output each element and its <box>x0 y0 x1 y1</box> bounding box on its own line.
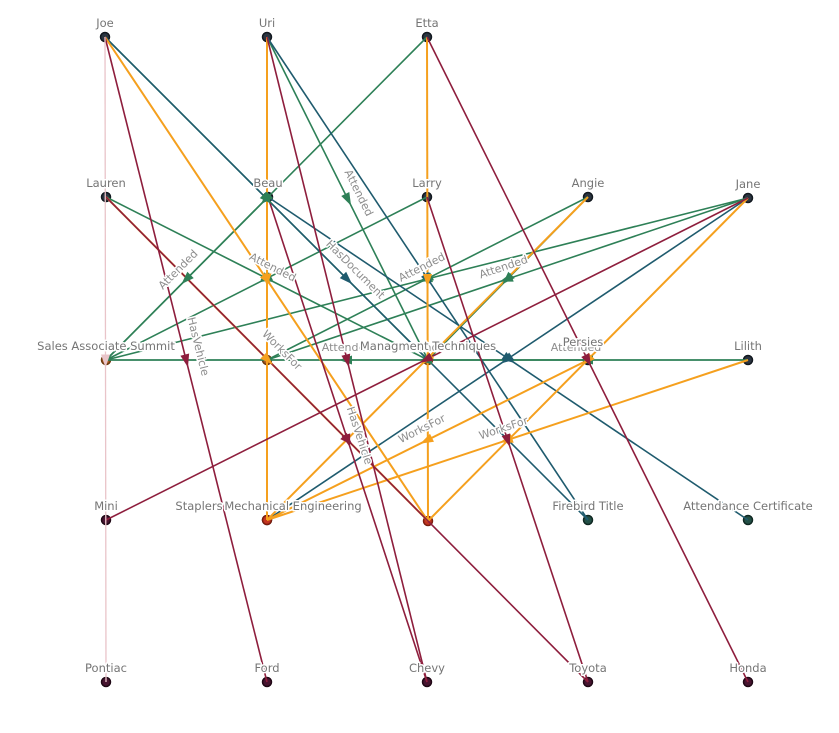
arrowhead-etta-redco <box>422 273 432 287</box>
arrowhead-etta-honda <box>581 353 592 367</box>
node-label-firebird: Firebird Title <box>552 499 623 513</box>
node-labels-layer: Joe Uri Etta Lauren Beau Larry Angie Jane Sales … <box>36 15 815 677</box>
node-label-persies: Persies <box>563 335 604 349</box>
node-label-honda: Honda <box>729 661 766 675</box>
arrowhead-larry-toyota <box>501 433 511 448</box>
arrowhead-persies-staplers <box>420 433 434 444</box>
arrowhead-jane-mecheng <box>500 352 515 364</box>
node-label-joe: Joe <box>95 16 114 30</box>
node-label-lauren: Lauren <box>86 176 126 190</box>
arrowhead-beau-sas <box>181 271 194 285</box>
arrowhead-uri-staplers <box>262 273 272 287</box>
arrowhead-uri-mt <box>341 192 352 206</box>
edge-label-joe-firebird: HasDocument <box>323 238 388 303</box>
node-label-lilith: Lilith <box>734 339 762 353</box>
node-label-sas: Sales Associate Summit <box>37 339 175 353</box>
edge-label-lilith-mt: Attended <box>551 341 601 354</box>
arrowhead-joe-ford <box>180 353 190 368</box>
node-label-staplers: Staplers <box>175 499 222 513</box>
arrowheads-layer <box>100 191 595 448</box>
node-label-uri: Uri <box>259 16 275 30</box>
arrowhead-lauren-redco <box>260 352 273 365</box>
arrowhead-joe-pontiac <box>100 354 110 368</box>
arrowhead-joe-mt <box>259 191 273 205</box>
node-label-pontiac: Pontiac <box>85 661 127 675</box>
node-label-toyota: Toyota <box>568 661 607 675</box>
node-label-mini: Mini <box>94 499 118 513</box>
node-label-beau: Beau <box>253 176 282 190</box>
node-label-jane: Jane <box>735 177 761 191</box>
node-label-mecheng: Mechanical Engineering <box>224 499 361 513</box>
arrowhead-jane-mini <box>419 352 434 363</box>
node-label-larry: Larry <box>412 176 442 190</box>
edge-label-persies-sas: Attended <box>322 341 372 354</box>
node-label-etta: Etta <box>415 16 438 30</box>
arrowhead-uri-chevy <box>341 353 351 368</box>
node-label-mt: Managment Techniques <box>360 339 496 353</box>
edge-label-lilith-sas: Attended <box>402 341 452 354</box>
node-label-attcert: Attendance Certificate <box>683 499 812 513</box>
node-label-chevy: Chevy <box>409 661 445 675</box>
node-label-angie: Angie <box>572 176 605 190</box>
arrowhead-joe-firebird <box>339 271 353 285</box>
node-label-ford: Ford <box>254 661 279 675</box>
edge-label-jane-event1: Attended <box>478 253 530 281</box>
arrowhead-jane-event1 <box>499 273 514 282</box>
arrowhead-lauren-toyota <box>340 432 353 446</box>
